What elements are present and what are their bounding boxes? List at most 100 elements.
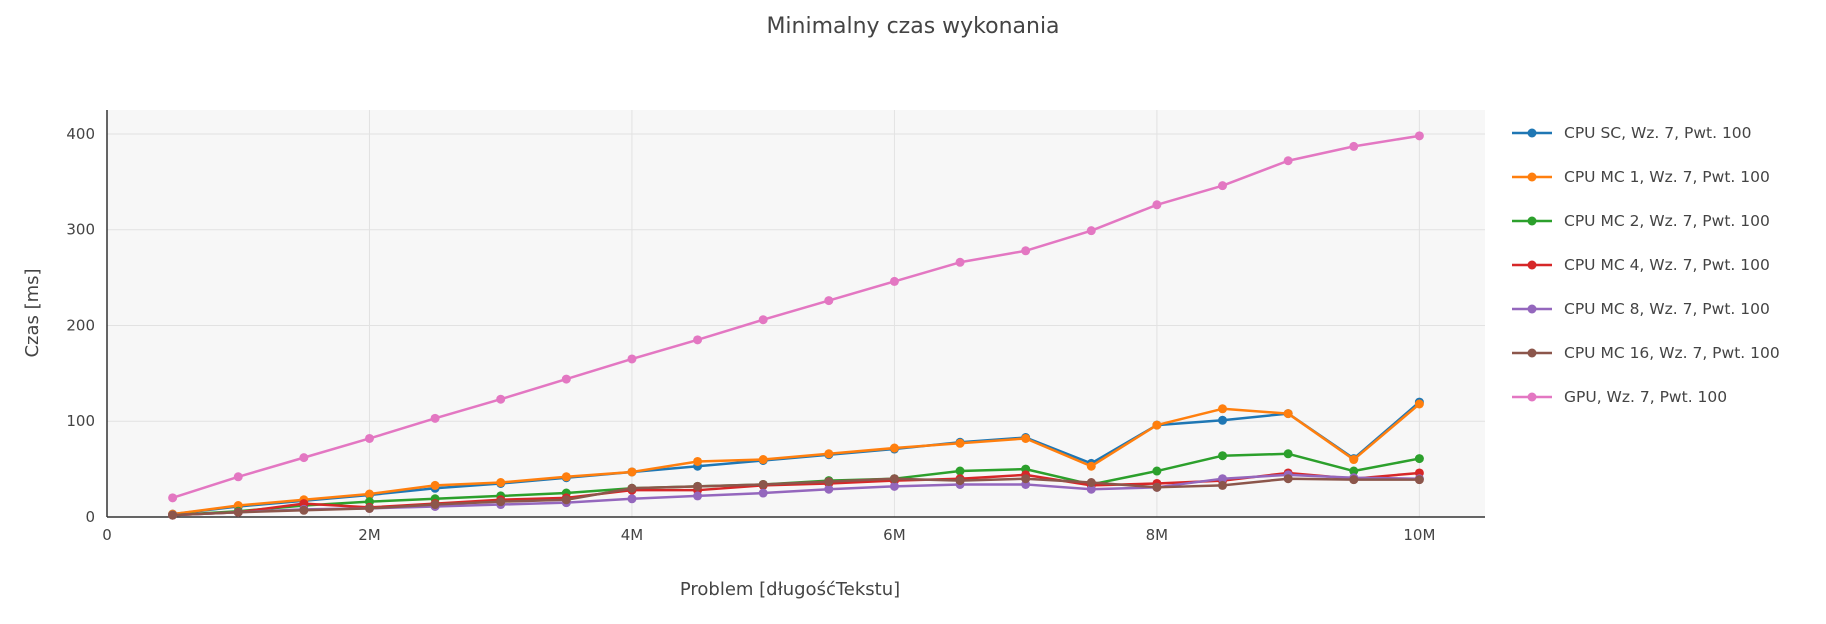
y-tick-label: 100 [66,412,95,430]
legend-swatch-marker [1527,260,1537,270]
legend-swatch-marker [1527,172,1537,182]
data-point [1218,181,1228,191]
data-point [693,335,703,345]
data-point [1283,156,1293,166]
series-7 [168,131,1424,503]
data-point [889,276,899,286]
legend-label: CPU SC, Wz. 7, Pwt. 100 [1564,124,1752,142]
data-point [1414,454,1424,464]
data-point [1021,433,1031,443]
data-point [1218,474,1228,484]
data-point [1414,399,1424,409]
series-line [172,477,1420,517]
data-point [955,257,965,267]
data-point [561,495,571,505]
x-tick-label: 2M [358,526,381,544]
data-point [561,374,571,384]
data-point [364,433,374,443]
data-point [1152,466,1162,476]
legend-item[interactable]: CPU MC 2, Wz. 7, Pwt. 100 [1512,212,1770,230]
legend-swatch-marker [1527,392,1537,402]
legend-item[interactable]: CPU MC 4, Wz. 7, Pwt. 100 [1512,256,1770,274]
data-point [693,481,703,491]
data-point [1021,474,1031,484]
data-point [1086,478,1096,488]
legend-label: CPU MC 16, Wz. 7, Pwt. 100 [1564,344,1780,362]
data-point [496,497,506,507]
data-point [1349,455,1359,465]
data-point [1349,466,1359,476]
series-line [172,134,1420,500]
data-point [1349,141,1359,151]
data-point [299,453,309,463]
series-group [168,131,1424,520]
data-point [233,472,243,482]
legend-item[interactable]: CPU MC 8, Wz. 7, Pwt. 100 [1512,300,1770,318]
x-tick-labels: 0 2M 4M 6M 8M 10M [102,526,1435,544]
data-point [693,491,703,501]
data-point [758,479,768,489]
data-point [1414,131,1424,141]
data-point [627,354,637,364]
data-point [758,455,768,465]
data-point [1283,474,1293,484]
x-tick-label: 6M [883,526,906,544]
y-tick-label: 0 [85,508,95,526]
data-point [758,488,768,498]
data-point [1414,475,1424,485]
legend-label: CPU MC 1, Wz. 7, Pwt. 100 [1564,168,1770,186]
chart-title: Minimalny czas wykonania [766,14,1059,39]
data-point [364,489,374,499]
legend[interactable]: CPU SC, Wz. 7, Pwt. 100 CPU MC 1, Wz. 7, … [1512,124,1780,406]
x-tick-label: 0 [102,526,112,544]
data-point [824,477,834,487]
legend-swatch-marker [1527,304,1537,314]
y-tick-labels: 0 100 200 300 400 [66,125,95,526]
data-point [1152,482,1162,492]
data-point [496,394,506,404]
data-point [693,456,703,466]
x-axis-title: Problem [długośćTekstu] [680,579,900,600]
grid-lines [107,110,1485,517]
data-point [168,493,178,503]
y-axis-title: Czas [ms] [22,268,43,357]
data-point [955,476,965,486]
data-point [430,413,440,423]
legend-item[interactable]: CPU MC 1, Wz. 7, Pwt. 100 [1512,168,1770,186]
x-tick-label: 4M [621,526,644,544]
series-line [172,403,1421,516]
data-point [1086,461,1096,471]
x-tick-label: 8M [1146,526,1169,544]
data-point [627,467,637,477]
y-tick-label: 200 [66,316,95,334]
data-point [233,507,243,517]
data-point [430,480,440,490]
data-point [824,296,834,306]
legend-item[interactable]: CPU SC, Wz. 7, Pwt. 100 [1512,124,1752,142]
data-point [496,478,506,488]
data-point [1152,420,1162,430]
data-point [1283,409,1293,419]
data-point [1021,246,1031,256]
data-point [627,483,637,493]
axes [106,110,1485,518]
legend-swatch-marker [1527,348,1537,358]
data-point [561,472,571,482]
y-tick-label: 300 [66,221,95,239]
data-point [889,481,899,491]
legend-swatch-marker [1527,128,1537,138]
data-point [1086,226,1096,236]
legend-item[interactable]: CPU MC 16, Wz. 7, Pwt. 100 [1512,344,1780,362]
data-point [299,505,309,515]
data-point [889,474,899,484]
y-tick-label: 400 [66,125,95,143]
data-point [824,449,834,459]
data-point [1086,484,1096,494]
data-point [364,503,374,513]
data-point [1218,480,1228,490]
data-point [168,510,178,520]
legend-label: CPU MC 2, Wz. 7, Pwt. 100 [1564,212,1770,230]
data-point [1218,415,1228,425]
legend-item[interactable]: GPU, Wz. 7, Pwt. 100 [1512,388,1727,406]
